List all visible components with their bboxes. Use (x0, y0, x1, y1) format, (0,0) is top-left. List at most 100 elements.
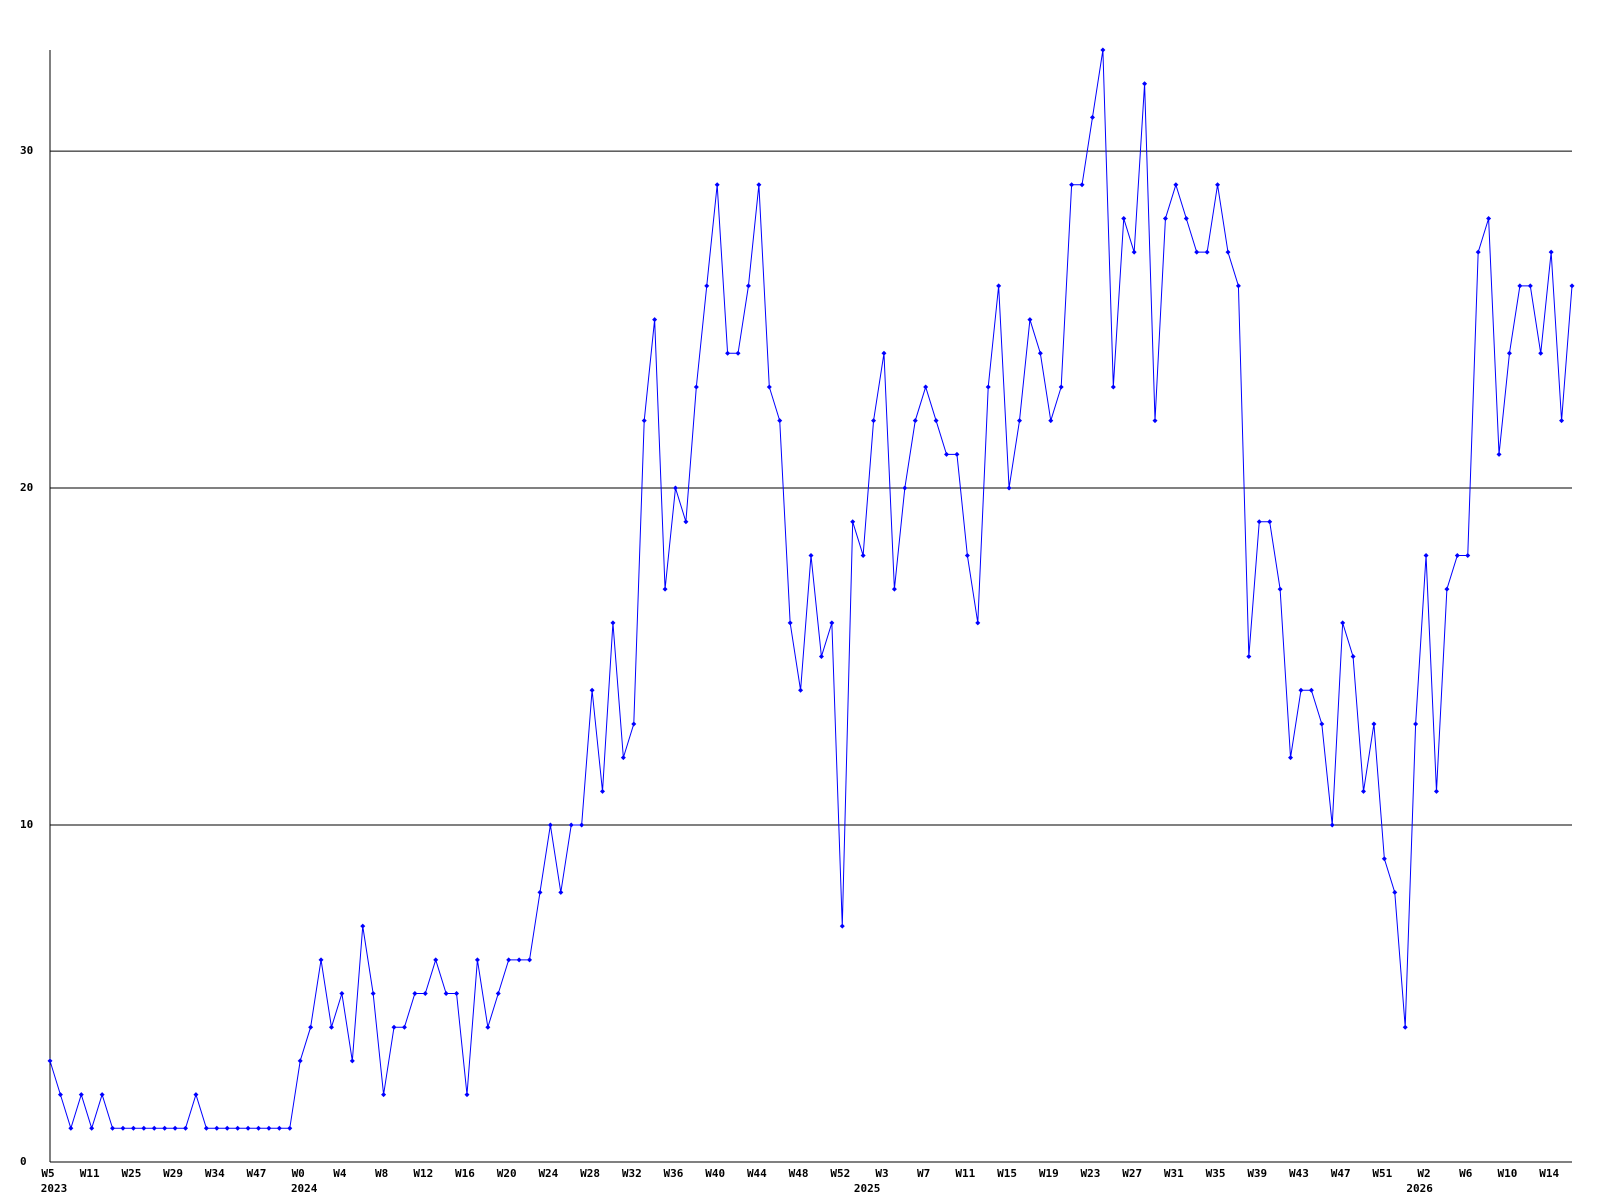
data-point (1371, 721, 1377, 727)
data-point (287, 1125, 293, 1131)
x-tick-label: W14 (1539, 1167, 1559, 1180)
x-tick-label: W2 (1417, 1167, 1430, 1180)
data-point (975, 620, 981, 626)
x-tick-label: W29 (163, 1167, 183, 1180)
data-point (245, 1125, 251, 1131)
data-point (996, 283, 1002, 289)
data-point (297, 1058, 303, 1064)
data-point (1069, 182, 1075, 188)
data-point (547, 822, 553, 828)
x-tick-label: W25 (121, 1167, 141, 1180)
data-point (954, 451, 960, 457)
data-point (349, 1058, 355, 1064)
data-point (318, 957, 324, 963)
data-point (57, 1092, 63, 1098)
data-point (1173, 182, 1179, 188)
data-point (891, 586, 897, 592)
data-point (1037, 350, 1043, 356)
x-tick-label: W43 (1289, 1167, 1309, 1180)
data-point (1162, 215, 1168, 221)
x-tick-label: W11 (80, 1167, 100, 1180)
data-point (766, 384, 772, 390)
data-point (401, 1024, 407, 1030)
x-tick-label: W32 (622, 1167, 642, 1180)
data-point (1517, 283, 1523, 289)
data-point (464, 1092, 470, 1098)
data-point (1308, 687, 1314, 693)
data-point (193, 1092, 199, 1098)
data-point (412, 991, 418, 997)
data-point (1225, 249, 1231, 255)
x-tick-label: W16 (455, 1167, 475, 1180)
data-point (933, 418, 939, 424)
x-tick-label: W48 (789, 1167, 809, 1180)
data-point (652, 317, 658, 323)
x-tick-label: W7 (917, 1167, 930, 1180)
data-point (568, 822, 574, 828)
x-tick-label: W34 (205, 1167, 225, 1180)
x-year-label: 2023 (41, 1182, 68, 1195)
x-tick-label: W24 (538, 1167, 558, 1180)
data-point (527, 957, 533, 963)
data-point (1392, 889, 1398, 895)
data-point (381, 1092, 387, 1098)
data-point (1089, 114, 1095, 120)
data-point (964, 552, 970, 558)
data-point (422, 991, 428, 997)
data-point (1079, 182, 1085, 188)
x-tick-label: W27 (1122, 1167, 1142, 1180)
data-point (558, 889, 564, 895)
data-point (485, 1024, 491, 1030)
x-tick-label: W8 (375, 1167, 388, 1180)
data-point (1016, 418, 1022, 424)
data-point (474, 957, 480, 963)
data-point (1350, 654, 1356, 660)
y-tick-label: 10 (20, 818, 33, 831)
x-year-label: 2024 (291, 1182, 318, 1195)
data-point (110, 1125, 116, 1131)
x-tick-label: W12 (413, 1167, 433, 1180)
data-point (1142, 81, 1148, 87)
data-point (151, 1125, 157, 1131)
data-point (1256, 519, 1262, 525)
data-point (506, 957, 512, 963)
x-tick-label: W31 (1164, 1167, 1184, 1180)
data-point (808, 552, 814, 558)
data-point (266, 1125, 272, 1131)
data-point (224, 1125, 230, 1131)
y-tick-label: 30 (20, 144, 33, 157)
series-line (49, 49, 1573, 1130)
data-point (1288, 755, 1294, 761)
data-point (1423, 552, 1429, 558)
data-point (99, 1092, 105, 1098)
data-point (1131, 249, 1137, 255)
data-point (255, 1125, 261, 1131)
data-point (1486, 215, 1492, 221)
x-tick-label: W0 (292, 1167, 305, 1180)
data-point (360, 923, 366, 929)
data-point (600, 788, 606, 794)
data-point (1215, 182, 1221, 188)
data-point (1152, 418, 1158, 424)
data-point (672, 485, 678, 491)
data-point (1100, 47, 1106, 53)
data-point (641, 418, 647, 424)
x-tick-label: W47 (1331, 1167, 1351, 1180)
data-point (589, 687, 595, 693)
data-point (902, 485, 908, 491)
x-tick-label: W20 (497, 1167, 517, 1180)
data-point (1506, 350, 1512, 356)
data-point (1048, 418, 1054, 424)
x-tick-label: W28 (580, 1167, 600, 1180)
x-tick-label: W35 (1206, 1167, 1226, 1180)
x-tick-label: W23 (1081, 1167, 1101, 1180)
x-tick-label: W47 (247, 1167, 267, 1180)
data-point (1204, 249, 1210, 255)
data-point (235, 1125, 241, 1131)
x-tick-label: W3 (875, 1167, 888, 1180)
data-point (1006, 485, 1012, 491)
data-point (78, 1092, 84, 1098)
data-point (1559, 418, 1565, 424)
x-tick-label: W19 (1039, 1167, 1059, 1180)
data-point (391, 1024, 397, 1030)
